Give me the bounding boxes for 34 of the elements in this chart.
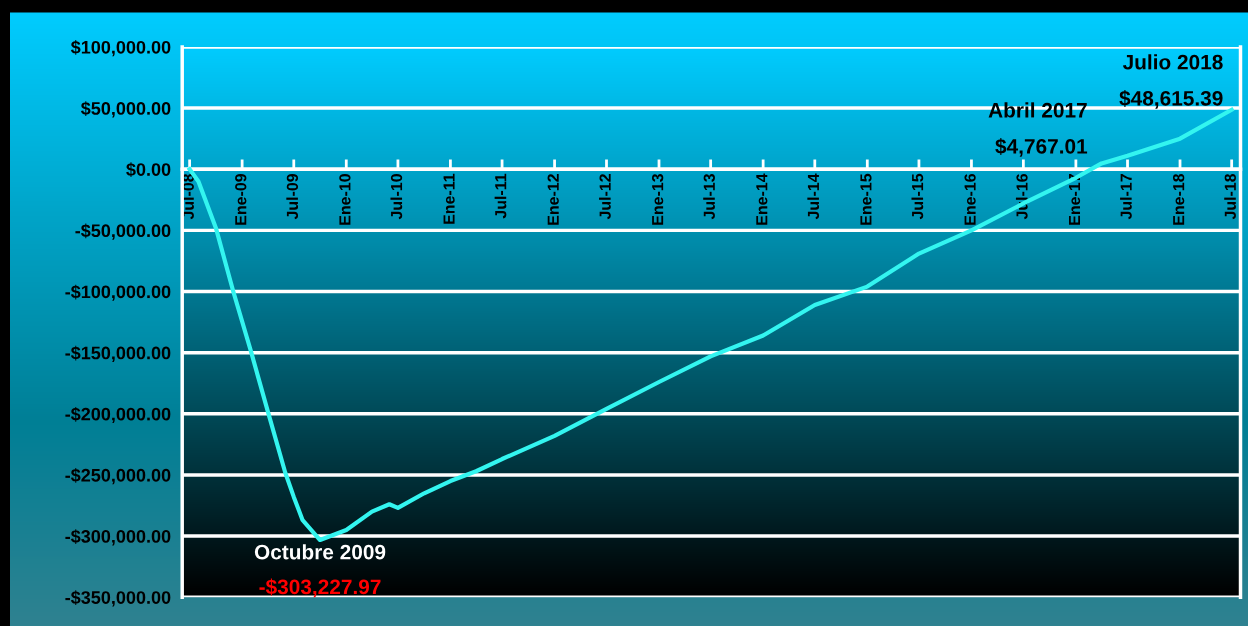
y-tick-label: -$100,000.00 xyxy=(65,284,171,301)
y-tick-label: -$50,000.00 xyxy=(75,223,171,240)
x-tick-label: Ene-16 xyxy=(964,173,976,225)
annotation: $4,767.01 xyxy=(995,138,1088,157)
x-tick-label: Jul-14 xyxy=(807,173,820,220)
y-tick-label: $50,000.00 xyxy=(80,101,171,118)
x-tick-label: Ene-09 xyxy=(235,173,247,225)
y-tick-label: -$250,000.00 xyxy=(65,468,171,485)
y-tick-label: -$350,000.00 xyxy=(65,590,171,607)
x-tick-label: Ene-10 xyxy=(339,174,351,225)
y-tick-label: $0.00 xyxy=(126,162,171,178)
x-tick-label: Jul-09 xyxy=(286,173,299,220)
x-tick-label: Ene-14 xyxy=(756,173,768,225)
x-tick-label: Ene-12 xyxy=(547,174,559,225)
y-tick-label: -$150,000.00 xyxy=(65,345,171,362)
y-tick-label: -$200,000.00 xyxy=(65,406,171,424)
x-tick-label: Jul-17 xyxy=(1120,174,1132,220)
x-tick-label: Ene-18 xyxy=(1173,173,1185,225)
x-tick-label: Ene-13 xyxy=(651,173,664,225)
x-tick-label: Jul-10 xyxy=(390,174,403,220)
annotation: -$303,227.97 xyxy=(259,578,381,598)
x-tick-label: Jul-18 xyxy=(1224,173,1236,220)
x-tick-label: Jul-12 xyxy=(599,174,611,220)
x-tick-label: Jul-13 xyxy=(703,173,715,220)
x-tick-label: Ene-15 xyxy=(860,173,872,225)
x-tick-label: Jul-15 xyxy=(911,173,924,220)
x-tick-label: Jul-11 xyxy=(494,173,507,219)
x-tick-label: Ene-11 xyxy=(443,173,455,224)
annotation: Octubre 2009 xyxy=(254,544,386,560)
y-tick-label: -$300,000.00 xyxy=(65,529,171,546)
y-tick-label: $100,000.00 xyxy=(70,40,171,57)
annotation: $48,615.39 xyxy=(1119,90,1223,109)
x-tick-label: Jul-08 xyxy=(182,173,194,220)
annotation: Julio 2018 xyxy=(1122,54,1223,70)
